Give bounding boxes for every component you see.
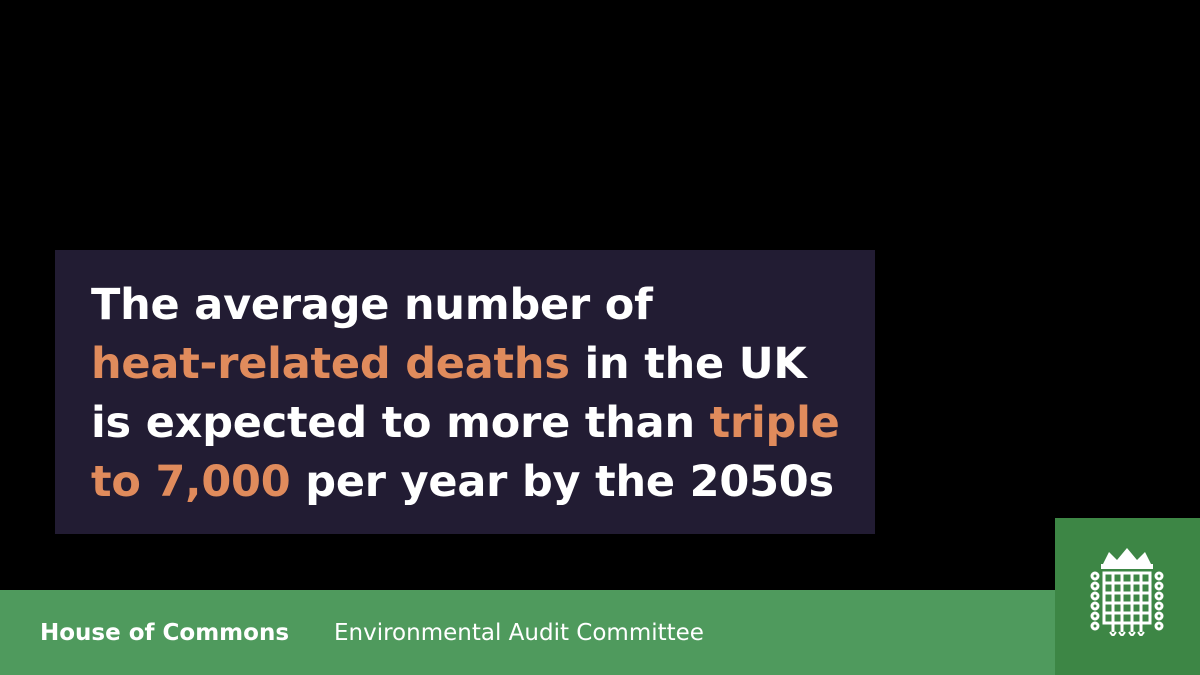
committee-name: Environmental Audit Committee [334, 620, 704, 646]
organization-name: House of Commons [40, 620, 290, 646]
statement-line-3: is expected to more than triple [91, 394, 840, 453]
statement-line-1: The average number of [91, 276, 840, 335]
portcullis-icon [1090, 548, 1164, 636]
footer-bar: House of Commons Environmental Audit Com… [0, 590, 1200, 675]
statement-highlight: triple [709, 398, 840, 448]
statistic-statement: The average number of heat-related death… [91, 276, 840, 512]
statement-highlight: to 7,000 [91, 457, 291, 507]
statement-highlight: heat-related deaths [91, 339, 570, 389]
statement-text: is expected to more than [91, 398, 710, 448]
statement-text: The average number of [91, 280, 653, 330]
statistic-card: The average number of heat-related death… [55, 250, 875, 534]
statement-line-4: to 7,000 per year by the 2050s [91, 453, 840, 512]
statement-line-2: heat-related deaths in the UK [91, 335, 840, 394]
statement-text: in the UK [569, 339, 807, 389]
parliament-logo [1055, 518, 1200, 675]
statement-text: per year by the 2050s [290, 457, 834, 507]
